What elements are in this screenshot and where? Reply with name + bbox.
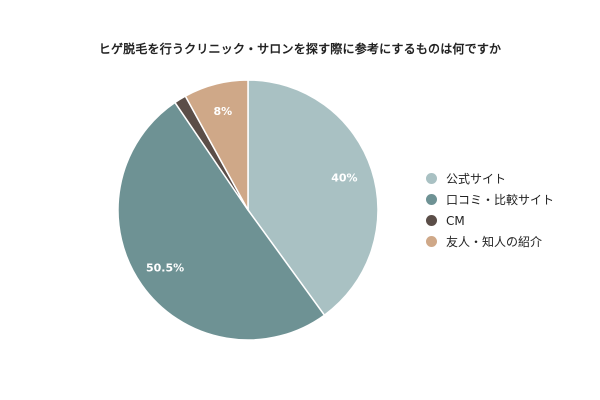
legend-swatch-official-site: [426, 173, 437, 184]
legend-item-cm: CM: [426, 210, 554, 231]
legend-label: 口コミ・比較サイト: [446, 193, 555, 207]
legend-item-official-site: 公式サイト: [426, 168, 554, 189]
pie-slices: [117, 79, 379, 341]
slice-friend-referral: [184, 79, 249, 211]
label-review-site: 50.5%: [146, 261, 184, 274]
legend-label: CM: [446, 213, 465, 228]
slice-official-site: [247, 79, 379, 317]
slice-review-site: [117, 101, 326, 341]
legend-swatch-cm: [426, 215, 437, 226]
label-friend-referral: 8%: [213, 105, 232, 118]
legend-item-review-site: 口コミ・比較サイト: [426, 189, 554, 210]
legend-swatch-review-site: [426, 194, 437, 205]
label-official-site: 40%: [331, 172, 357, 185]
pie-data-labels: 40% 50.5% 8%: [146, 105, 358, 275]
legend: 公式サイト 口コミ・比較サイト CM 友人・知人の紹介: [426, 168, 554, 252]
chart-title: ヒゲ脱毛を行うクリニック・サロンを探す際に参考にするものは何ですか: [98, 42, 502, 56]
legend-item-friend-referral: 友人・知人の紹介: [426, 231, 554, 252]
legend-label: 公式サイト: [446, 172, 507, 186]
legend-label: 友人・知人の紹介: [446, 235, 543, 249]
legend-swatch-friend-referral: [426, 236, 437, 247]
